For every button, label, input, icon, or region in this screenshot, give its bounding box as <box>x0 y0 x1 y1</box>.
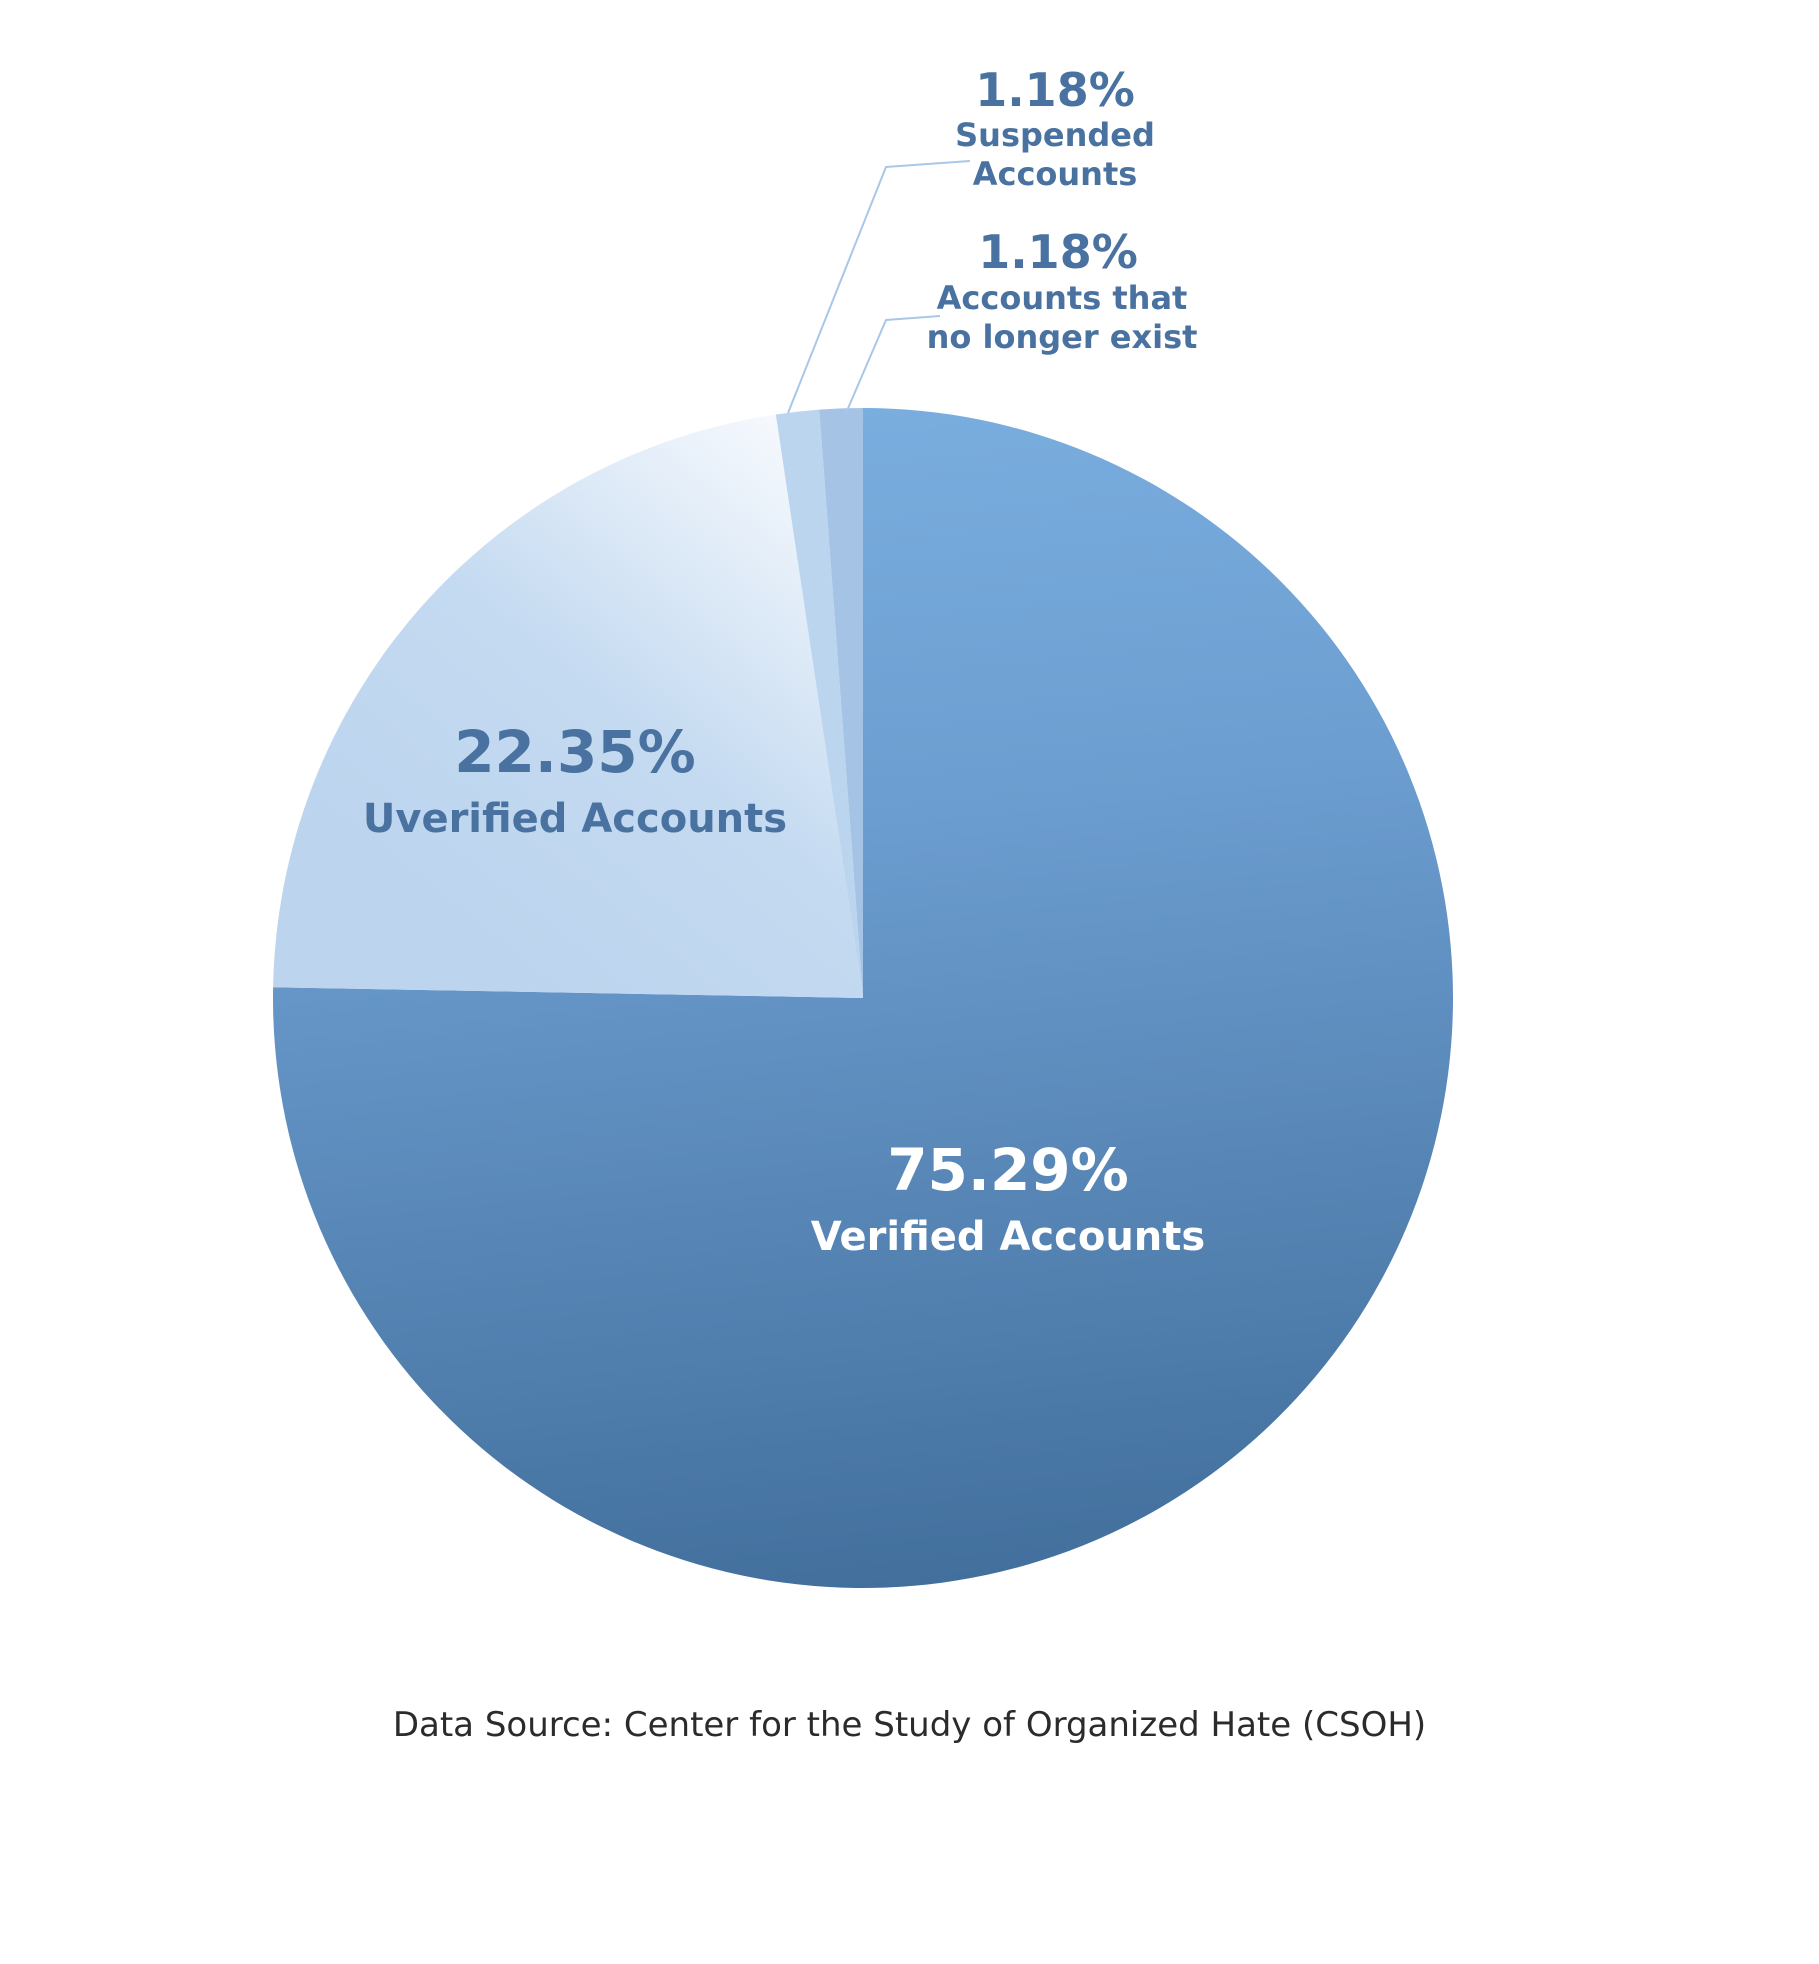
leader-line-suspended <box>787 160 971 414</box>
slice-suspended-pct: 1.18% <box>975 63 1135 117</box>
slice-verified-pct: 75.29% <box>887 1136 1129 1204</box>
slice-suspended-name-line1: Suspended <box>955 116 1155 154</box>
slice-unverified-pct: 22.35% <box>454 718 696 786</box>
slice-no-longer-exist <box>819 408 863 998</box>
slice-suspended <box>775 409 863 999</box>
slice-unverified <box>273 414 864 998</box>
slice-unverified-name: Uverified Accounts <box>363 796 787 842</box>
slice-no-longer-exist-pct: 1.18% <box>978 225 1138 279</box>
slice-no-longer-exist-name-line2: no longer exist <box>927 318 1198 356</box>
leader-line-no-longer-exist <box>845 315 941 414</box>
data-source-note: Data Source: Center for the Study of Org… <box>392 1705 1427 1745</box>
slice-verified <box>273 408 1454 1588</box>
slice-no-longer-exist-name-line1: Accounts that <box>937 279 1188 317</box>
slice-verified-name: Verified Accounts <box>811 1214 1205 1260</box>
slice-suspended-name-line2: Accounts <box>973 155 1138 193</box>
